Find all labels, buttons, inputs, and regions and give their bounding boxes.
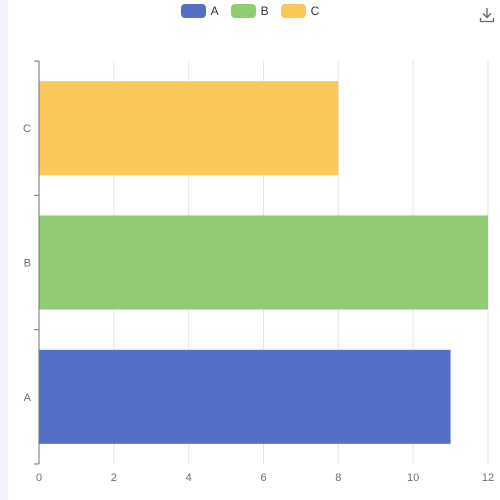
- legend-swatch-c: [280, 4, 306, 18]
- legend-swatch-b: [230, 4, 256, 18]
- chart-legend: A B C: [0, 4, 500, 18]
- legend-label-c: C: [310, 4, 320, 18]
- legend-item-a[interactable]: A: [180, 4, 219, 18]
- legend-item-c[interactable]: C: [280, 4, 320, 18]
- x-tick-label-3: 6: [260, 472, 266, 484]
- x-tick-label-0: 0: [36, 472, 42, 484]
- y-tick-label-b: B: [24, 258, 31, 270]
- bar-a[interactable]: [39, 349, 451, 444]
- y-tick-label-a: A: [24, 392, 32, 404]
- download-button[interactable]: [478, 6, 496, 24]
- y-tick-label-c: C: [23, 123, 31, 135]
- legend-item-b[interactable]: B: [230, 4, 269, 18]
- legend-swatch-a: [180, 4, 206, 18]
- download-icon: [479, 8, 495, 23]
- x-tick-label-1: 2: [111, 472, 117, 484]
- x-tick-label-5: 10: [407, 472, 419, 484]
- left-panel-strip: [0, 0, 8, 500]
- legend-label-b: B: [260, 4, 269, 18]
- x-tick-label-4: 8: [335, 472, 341, 484]
- x-tick-label-2: 4: [186, 472, 192, 484]
- x-tick-label-6: 12: [482, 472, 494, 484]
- legend-label-a: A: [210, 4, 219, 18]
- bar-b[interactable]: [39, 215, 488, 310]
- bar-c[interactable]: [39, 81, 339, 176]
